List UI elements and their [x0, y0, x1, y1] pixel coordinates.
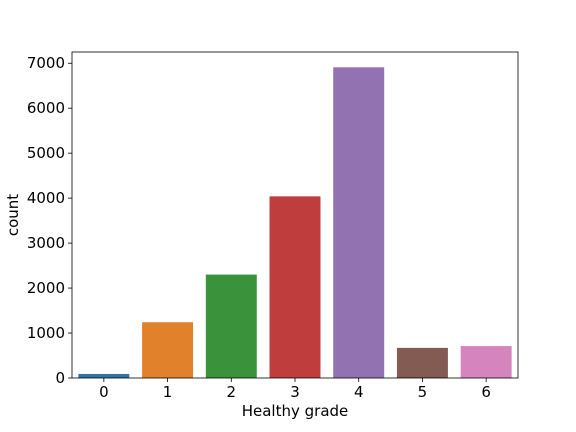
y-axis-ticks: 0 1000 2000 3000 4000 5000 6000 7000 — [27, 54, 72, 387]
x-tick-label: 0 — [99, 383, 109, 401]
y-tick-label: 2000 — [27, 279, 65, 297]
x-axis-label: Healthy grade — [242, 402, 349, 420]
bar-grade-1 — [142, 322, 194, 378]
y-tick-label: 4000 — [27, 189, 65, 207]
x-tick-label: 5 — [418, 383, 428, 401]
y-tick-label: 5000 — [27, 144, 65, 162]
y-tick-label: 7000 — [27, 54, 65, 72]
y-tick-label: 1000 — [27, 324, 65, 342]
y-tick-label: 0 — [55, 369, 65, 387]
bar-grade-2 — [205, 274, 257, 378]
bars-group — [78, 67, 512, 378]
y-tick-label: 3000 — [27, 234, 65, 252]
bar-grade-3 — [269, 196, 321, 378]
bar-grade-0 — [78, 373, 130, 378]
bar-grade-6 — [460, 346, 512, 378]
x-tick-label: 3 — [290, 383, 300, 401]
plot-frame — [71, 51, 519, 379]
y-tick-label: 6000 — [27, 99, 65, 117]
x-tick-label: 2 — [227, 383, 237, 401]
x-axis-ticks: 0 1 2 3 4 5 6 — [99, 378, 491, 401]
bar-grade-4 — [333, 67, 385, 378]
x-tick-label: 1 — [163, 383, 173, 401]
bar-grade-5 — [396, 347, 448, 378]
y-axis-label: count — [4, 194, 22, 236]
x-tick-label: 6 — [481, 383, 491, 401]
x-tick-label: 4 — [354, 383, 364, 401]
